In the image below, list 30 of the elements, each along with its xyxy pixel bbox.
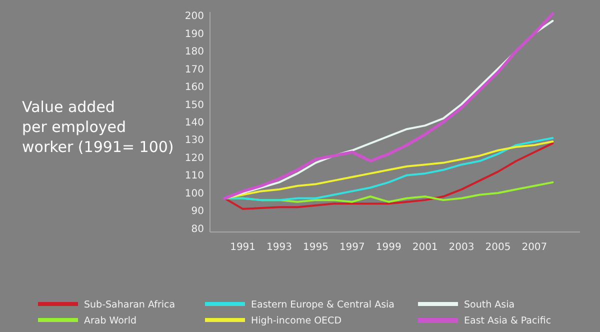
x-tick-label: 2005 <box>485 242 511 253</box>
y-axis-title: Value added per employed worker (1991= 100) <box>22 98 174 156</box>
legend-label: Eastern Europe & Central Asia <box>251 299 394 310</box>
y-tick-label: 110 <box>184 170 204 182</box>
x-tick-label: 1991 <box>230 242 256 253</box>
y-tick-label: 200 <box>184 11 204 22</box>
legend-label: Sub-Saharan Africa <box>84 299 176 310</box>
legend-label: East Asia & Pacific <box>464 315 552 326</box>
x-tick-label: 2007 <box>522 242 548 253</box>
x-tick-label: 1999 <box>376 242 402 253</box>
line-series <box>224 142 554 210</box>
x-tick-label: 1995 <box>302 242 328 253</box>
legend-label: Arab World <box>84 315 137 326</box>
x-tick-label: 2003 <box>448 242 474 253</box>
y-tick-label: 180 <box>184 46 204 58</box>
y-tick-label: 170 <box>184 64 204 76</box>
legend-label: High-income OECD <box>251 315 342 326</box>
y-tick-label: 190 <box>184 28 204 40</box>
y-tick-label: 150 <box>184 100 204 111</box>
y-tick-label: 90 <box>191 206 204 218</box>
x-tick-label: 1993 <box>266 242 292 253</box>
x-tick-label: 2001 <box>412 242 438 253</box>
x-tick-label: 1997 <box>339 242 365 253</box>
y-tick-label: 120 <box>184 152 204 164</box>
y-tick-label: 100 <box>184 188 204 200</box>
y-tick-label: 80 <box>191 224 204 235</box>
y-tick-label: 130 <box>184 135 204 146</box>
legend-label: South Asia <box>464 299 515 310</box>
y-tick-label: 140 <box>184 118 204 128</box>
y-tick-label: 160 <box>184 82 204 94</box>
